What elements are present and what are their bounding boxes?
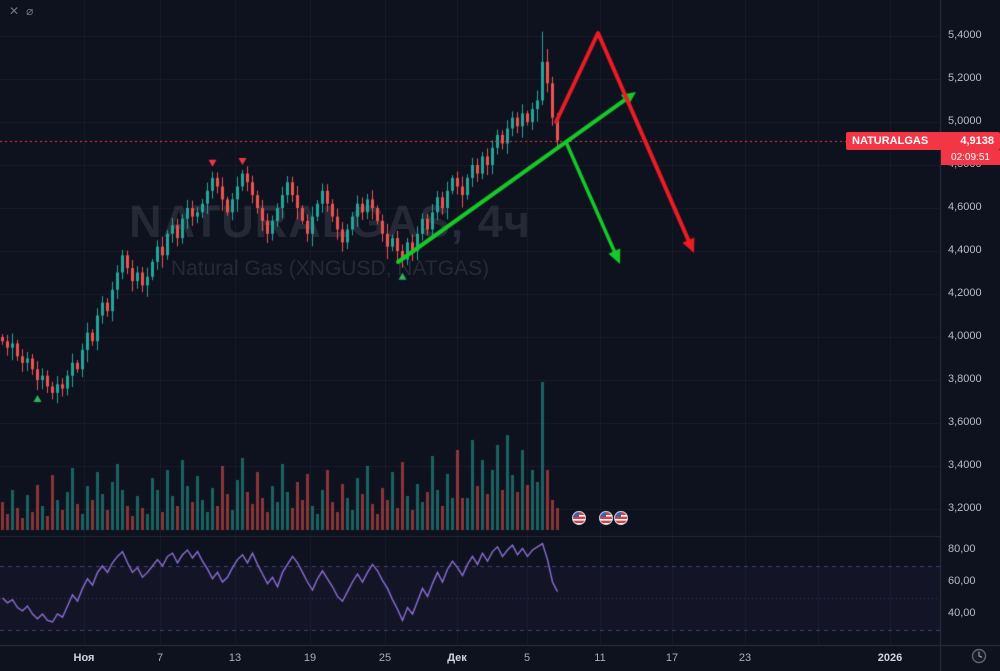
time-axis-label: 19 bbox=[303, 652, 317, 664]
price-axis-label: 5,4000 bbox=[948, 29, 982, 41]
us-flag-event-icon bbox=[572, 511, 586, 525]
price-axis-label: 3,4000 bbox=[948, 459, 982, 471]
time-axis-label: 25 bbox=[378, 652, 392, 664]
rsi-axis-label: 60,00 bbox=[948, 575, 976, 587]
us-flag-event-icon bbox=[599, 511, 613, 525]
price-axis-label: 5,0000 bbox=[948, 115, 982, 127]
price-axis-label: 3,6000 bbox=[948, 416, 982, 428]
price-axis-label: 4,6000 bbox=[948, 201, 982, 213]
price-axis-label: 5,2000 bbox=[948, 72, 982, 84]
event-flags-svg bbox=[571, 510, 629, 526]
time-axis-label: 11 bbox=[594, 652, 606, 664]
time-axis-label: 23 bbox=[738, 652, 752, 664]
rsi-axis-label: 40,00 bbox=[948, 607, 976, 619]
time-axis-label: 5 bbox=[523, 652, 531, 664]
time-axis-label: 17 bbox=[665, 652, 679, 664]
price-axis-label: 4,0000 bbox=[948, 330, 982, 342]
us-flag-event-icon bbox=[614, 511, 628, 525]
chart-corner-toolbar: ✕ ⌀ bbox=[9, 4, 33, 18]
economic-event-flags[interactable] bbox=[571, 510, 631, 526]
time-axis-label: 7 bbox=[156, 652, 164, 664]
price-axis[interactable]: 5,40005,20005,00004,80004,60004,40004,20… bbox=[940, 0, 1000, 645]
rsi-axis-label: 80,00 bbox=[948, 543, 976, 555]
bar-countdown: 02:09:51 bbox=[941, 150, 1000, 165]
close-icon[interactable]: ✕ bbox=[9, 4, 20, 18]
time-axis-label: 2026 bbox=[877, 652, 903, 664]
flag-symbol-name: NATURALGAS bbox=[852, 135, 929, 147]
price-axis-label: 4,4000 bbox=[948, 244, 982, 256]
price-axis-label: 3,2000 bbox=[948, 502, 982, 514]
price-axis-label: 4,2000 bbox=[948, 287, 982, 299]
timezone-clock-icon[interactable] bbox=[970, 647, 988, 665]
time-axis-label: 13 bbox=[228, 652, 242, 664]
time-axis[interactable]: Ноя 7 13 19 25 Дек 5 11 17 23 2026 bbox=[0, 645, 1000, 671]
hidden-objects-icon[interactable]: ⌀ bbox=[26, 4, 34, 18]
time-axis-label: Дек bbox=[447, 652, 467, 664]
symbol-price-flag[interactable]: NATURALGAS 4,9138 bbox=[846, 132, 1000, 150]
flag-last-price: 4,9138 bbox=[960, 135, 994, 147]
time-axis-label: Ноя bbox=[73, 652, 95, 664]
price-axis-label: 3,8000 bbox=[948, 373, 982, 385]
